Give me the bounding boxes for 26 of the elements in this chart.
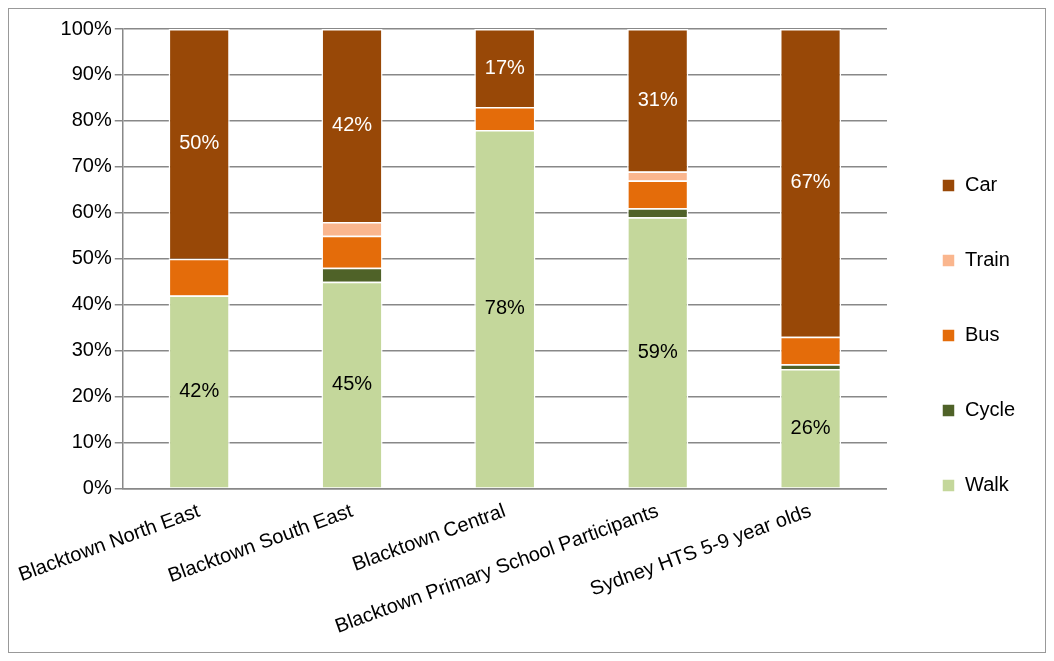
data-label: 31% bbox=[637, 87, 678, 110]
y-tick-label: 20% bbox=[71, 384, 112, 406]
legend-label: Train bbox=[964, 248, 1010, 271]
y-tick-label: 30% bbox=[71, 338, 112, 361]
y-tick-label: 50% bbox=[71, 246, 112, 269]
data-label: 17% bbox=[484, 55, 526, 78]
data-label: 42% bbox=[332, 112, 373, 135]
data-label: 26% bbox=[790, 415, 831, 438]
y-tick-label: 70% bbox=[71, 154, 112, 177]
data-label: 45% bbox=[332, 372, 373, 395]
legend-label: Car bbox=[964, 173, 998, 196]
data-label: 67% bbox=[790, 170, 831, 193]
data-label: 42% bbox=[179, 379, 220, 402]
y-tick-label: 0% bbox=[82, 475, 112, 498]
legend-label: Walk bbox=[964, 473, 1010, 496]
y-tick-label: 40% bbox=[71, 292, 112, 315]
y-tick-label: 60% bbox=[71, 200, 112, 223]
legend-label: Cycle bbox=[964, 398, 1016, 421]
y-tick-label: 10% bbox=[71, 429, 112, 452]
y-tick-label: 90% bbox=[71, 62, 112, 85]
data-label: 78% bbox=[484, 296, 526, 319]
data-label: 59% bbox=[637, 339, 678, 362]
data-label: 50% bbox=[179, 131, 220, 154]
y-tick-label: 80% bbox=[71, 108, 112, 131]
legend-label: Bus bbox=[964, 323, 1000, 346]
y-tick-label: 100% bbox=[60, 16, 112, 39]
